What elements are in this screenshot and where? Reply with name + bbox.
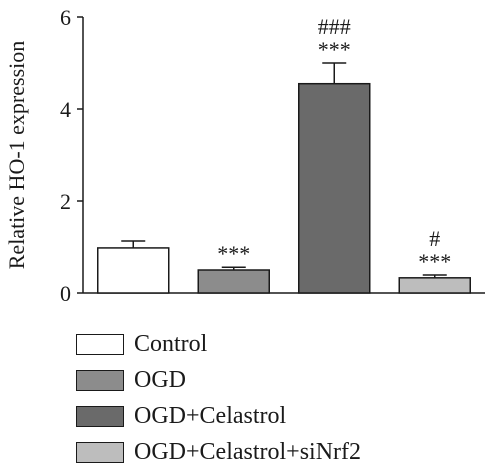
chart-bars xyxy=(97,62,471,294)
bar-control xyxy=(97,247,170,294)
bar-ogd xyxy=(197,269,270,294)
bar-ogd-celastrol-sinrf2 xyxy=(398,277,471,294)
legend-label-ogd-celastrol-sinrf2: OGD+Celastrol+siNrf2 xyxy=(134,438,362,465)
bar-ogd-celastrol xyxy=(298,82,371,294)
legend-item-ogd: OGD xyxy=(76,362,496,398)
legend-swatch-control xyxy=(76,333,124,355)
legend-label-ogd-celastrol: OGD+Celastrol xyxy=(134,402,287,429)
y-tick-label: 4 xyxy=(60,97,71,122)
significance-label: ### xyxy=(318,14,351,39)
legend-swatch-ogd-celastrol xyxy=(76,405,124,427)
legend-item-ogd-celastrol-sinrf2: OGD+Celastrol+siNrf2 xyxy=(76,434,496,470)
y-tick-label: 0 xyxy=(60,281,71,306)
y-tick-label: 6 xyxy=(60,5,71,30)
legend-item-ogd-celastrol: OGD+Celastrol xyxy=(76,398,496,434)
legend-label-control: Control xyxy=(134,330,208,357)
y-tick-label: 2 xyxy=(60,189,71,214)
chart-labels: ******###***# xyxy=(217,14,451,274)
y-axis-label: Relative HO-1 expression xyxy=(4,41,29,270)
legend-swatch-ogd-celastrol-sinrf2 xyxy=(76,441,124,463)
legend-swatch-ogd xyxy=(76,369,124,391)
significance-label: *** xyxy=(217,241,250,266)
significance-label: # xyxy=(429,226,440,251)
chart-legend: Control OGD OGD+Celastrol OGD+Celastrol+… xyxy=(76,326,496,470)
legend-item-control: Control xyxy=(76,326,496,362)
significance-label: *** xyxy=(318,37,351,62)
legend-label-ogd: OGD xyxy=(134,366,186,393)
significance-label: *** xyxy=(418,249,451,274)
